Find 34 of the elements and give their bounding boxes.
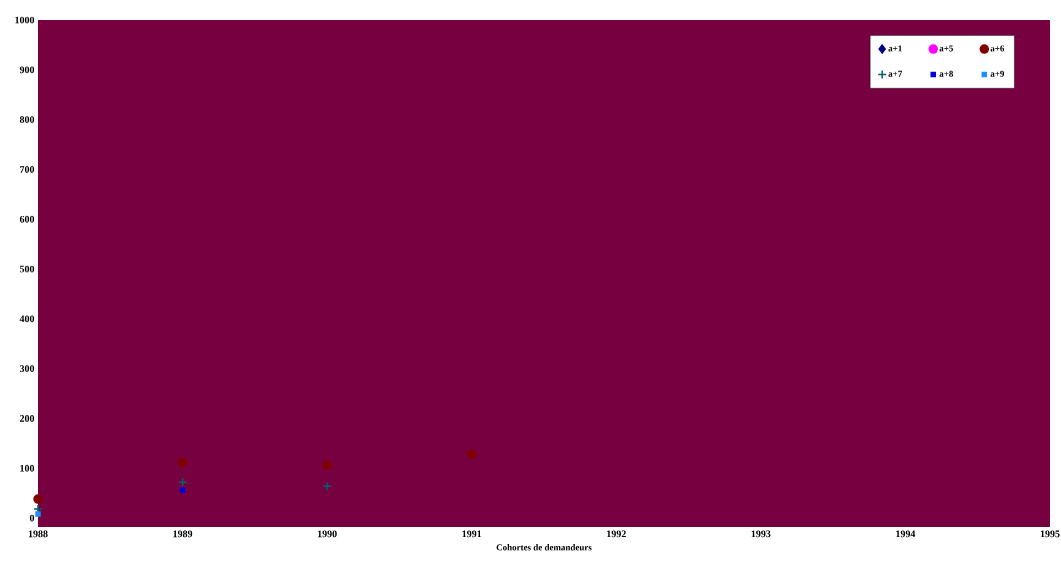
- x-tick-label: 1992: [607, 530, 626, 538]
- point: [177, 477, 188, 487]
- point: [179, 487, 186, 493]
- point: [177, 457, 188, 467]
- legend-label: a+8: [939, 70, 954, 77]
- x-axis-title: Cohortes de demandeurs: [496, 544, 592, 551]
- x-tick-label: 1993: [751, 530, 771, 538]
- x-tick-label: 1989: [173, 530, 193, 538]
- x-tick-label: 1991: [462, 530, 482, 538]
- y-tick-label: 100: [20, 464, 35, 472]
- y-tick-label: 300: [19, 365, 35, 372]
- point: [466, 449, 477, 460]
- point: [322, 481, 332, 491]
- x-tick-label: 1988: [28, 530, 48, 538]
- x-tick-label: 1990: [317, 530, 337, 538]
- x-tick-label: 1994: [896, 530, 916, 538]
- y-tick-label: 500: [19, 265, 35, 273]
- y-tick-label: 200: [19, 415, 35, 422]
- point: [35, 511, 41, 517]
- y-tick-label: 800: [19, 116, 35, 123]
- legend-label: a+1: [888, 45, 902, 52]
- legend-label: a+6: [990, 45, 1005, 52]
- y-tick-label: 700: [20, 166, 35, 173]
- legend-label: a+5: [939, 45, 953, 52]
- y-tick-label: 400: [19, 315, 35, 323]
- x-tick-label: 1995: [1040, 530, 1060, 538]
- y-tick-label: 0: [29, 514, 35, 522]
- y-tick-label: 1000: [15, 16, 35, 24]
- legend-label: a+7: [888, 70, 903, 77]
- point: [33, 494, 43, 504]
- y-tick-label: 600: [19, 215, 35, 223]
- legend-label: a+9: [990, 70, 1005, 77]
- y-tick-label: 900: [19, 66, 35, 74]
- point: [322, 460, 332, 470]
